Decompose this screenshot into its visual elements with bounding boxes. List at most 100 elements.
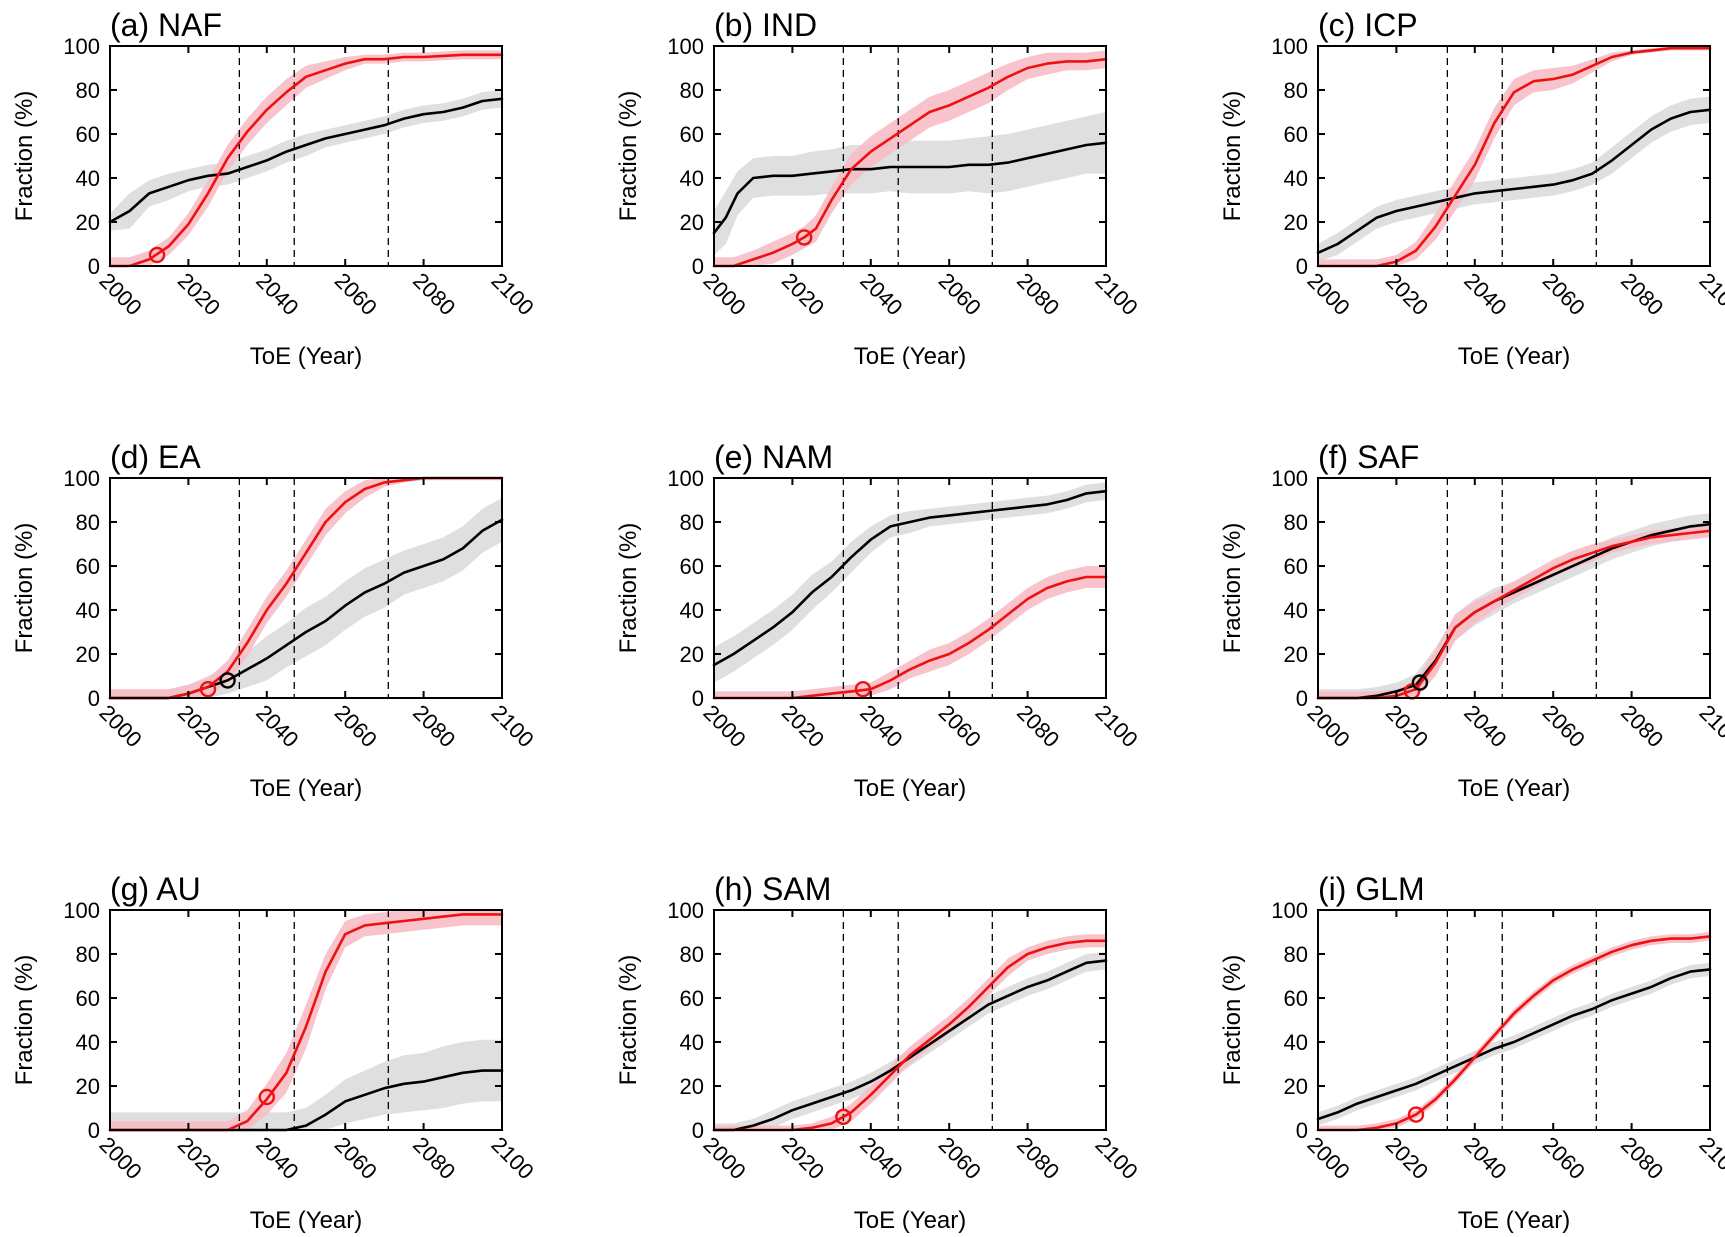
band-black-5: [1318, 513, 1710, 698]
y-tick-label: 100: [667, 34, 704, 59]
band-black-3: [110, 497, 502, 698]
y-tick-label: 0: [1296, 1118, 1308, 1143]
y-tick-label: 80: [680, 78, 704, 103]
x-tick-label: 2060: [934, 268, 986, 320]
x-tick-label: 2020: [1381, 268, 1433, 320]
y-tick-label: 80: [680, 510, 704, 535]
series-line-red: [1316, 935, 1712, 1132]
x-tick-label: 2020: [777, 1132, 829, 1184]
plot-frame: [1317, 45, 1711, 267]
x-axis-label: ToE (Year): [1458, 775, 1571, 802]
y-tick-label: 0: [692, 686, 704, 711]
y-axis-label: Fraction (%): [615, 955, 642, 1086]
plot-frame: [713, 45, 1107, 267]
x-tick-label: 2080: [1012, 700, 1064, 752]
marker-red: [795, 229, 813, 246]
y-tick-label: 0: [1296, 254, 1308, 279]
x-tick-label: 2040: [251, 700, 303, 752]
y-tick-label: 60: [76, 122, 100, 147]
x-tick-label: 2060: [1538, 1132, 1590, 1184]
y-tick-label: 40: [76, 166, 100, 191]
x-tick-label: 2040: [251, 268, 303, 320]
y-axis-label: Fraction (%): [1219, 91, 1246, 222]
y-tick-label: 0: [692, 254, 704, 279]
panel-title: (g) AU: [110, 871, 201, 907]
series-line-black: [1316, 522, 1712, 700]
y-tick-label: 0: [88, 1118, 100, 1143]
x-tick-label: 2020: [173, 268, 225, 320]
y-axis-label: Fraction (%): [615, 523, 642, 654]
x-tick-label: 2020: [1381, 1132, 1433, 1184]
x-tick-label: 2080: [1616, 1132, 1668, 1184]
y-tick-label: 80: [1284, 510, 1308, 535]
y-tick-label: 100: [1271, 466, 1308, 491]
marker-black: [219, 672, 236, 689]
y-tick-label: 100: [667, 466, 704, 491]
panel-title: (d) EA: [110, 439, 201, 475]
x-tick-label: 2100: [486, 700, 538, 752]
panel-title: (f) SAF: [1318, 439, 1419, 475]
y-tick-label: 20: [680, 210, 704, 235]
y-tick-label: 100: [1271, 34, 1308, 59]
x-tick-label: 2040: [1459, 700, 1511, 752]
y-tick-label: 60: [680, 554, 704, 579]
y-tick-label: 0: [88, 254, 100, 279]
x-tick-label: 2100: [1090, 268, 1142, 320]
x-tick-label: 2060: [330, 700, 382, 752]
band-red-3: [110, 478, 502, 698]
x-tick-label: 2060: [1538, 268, 1590, 320]
x-tick-label: 2080: [1012, 1132, 1064, 1184]
y-tick-label: 80: [76, 78, 100, 103]
panel-title: (i) GLM: [1318, 871, 1425, 907]
x-tick-label: 2000: [698, 268, 750, 320]
y-tick-label: 40: [680, 598, 704, 623]
x-tick-label: 2020: [173, 1132, 225, 1184]
plot-frame: [109, 909, 503, 1131]
series-line-red: [108, 476, 504, 700]
y-tick-label: 100: [63, 466, 100, 491]
series-line-black: [712, 489, 1108, 667]
series-line-black: [712, 141, 1108, 235]
x-tick-label: 2100: [1090, 1132, 1142, 1184]
x-tick-label: 2080: [1012, 268, 1064, 320]
y-tick-label: 60: [76, 986, 100, 1011]
plot-frame: [109, 45, 503, 267]
x-tick-label: 2000: [698, 1132, 750, 1184]
series-line-black: [108, 97, 504, 224]
y-tick-label: 20: [1284, 1074, 1308, 1099]
y-axis-label: Fraction (%): [11, 523, 38, 654]
x-tick-label: 2040: [1459, 1132, 1511, 1184]
x-tick-label: 2040: [855, 268, 907, 320]
x-tick-label: 2080: [408, 268, 460, 320]
series-line-red: [108, 53, 504, 268]
marker-red: [835, 1108, 852, 1126]
series-line-red: [1316, 529, 1712, 700]
x-tick-label: 2100: [1090, 700, 1142, 752]
y-tick-label: 40: [76, 598, 100, 623]
series-line-red: [1316, 46, 1712, 268]
marker-red: [199, 681, 217, 698]
band-red-5: [1318, 524, 1710, 698]
band-black-2: [1318, 96, 1710, 262]
y-tick-label: 40: [680, 166, 704, 191]
y-tick-label: 100: [63, 898, 100, 923]
panel-title: (b) IND: [714, 7, 817, 43]
marker-black: [1411, 674, 1429, 691]
x-tick-label: 2060: [1538, 700, 1590, 752]
x-tick-label: 2040: [855, 700, 907, 752]
y-tick-label: 20: [1284, 210, 1308, 235]
y-axis-label: Fraction (%): [1219, 955, 1246, 1086]
band-red-0: [110, 50, 502, 267]
x-tick-label: 2020: [777, 268, 829, 320]
x-tick-label: 2000: [1302, 268, 1354, 320]
marker-red: [258, 1088, 275, 1106]
x-tick-label: 2040: [1459, 268, 1511, 320]
band-red-7: [714, 934, 1106, 1130]
